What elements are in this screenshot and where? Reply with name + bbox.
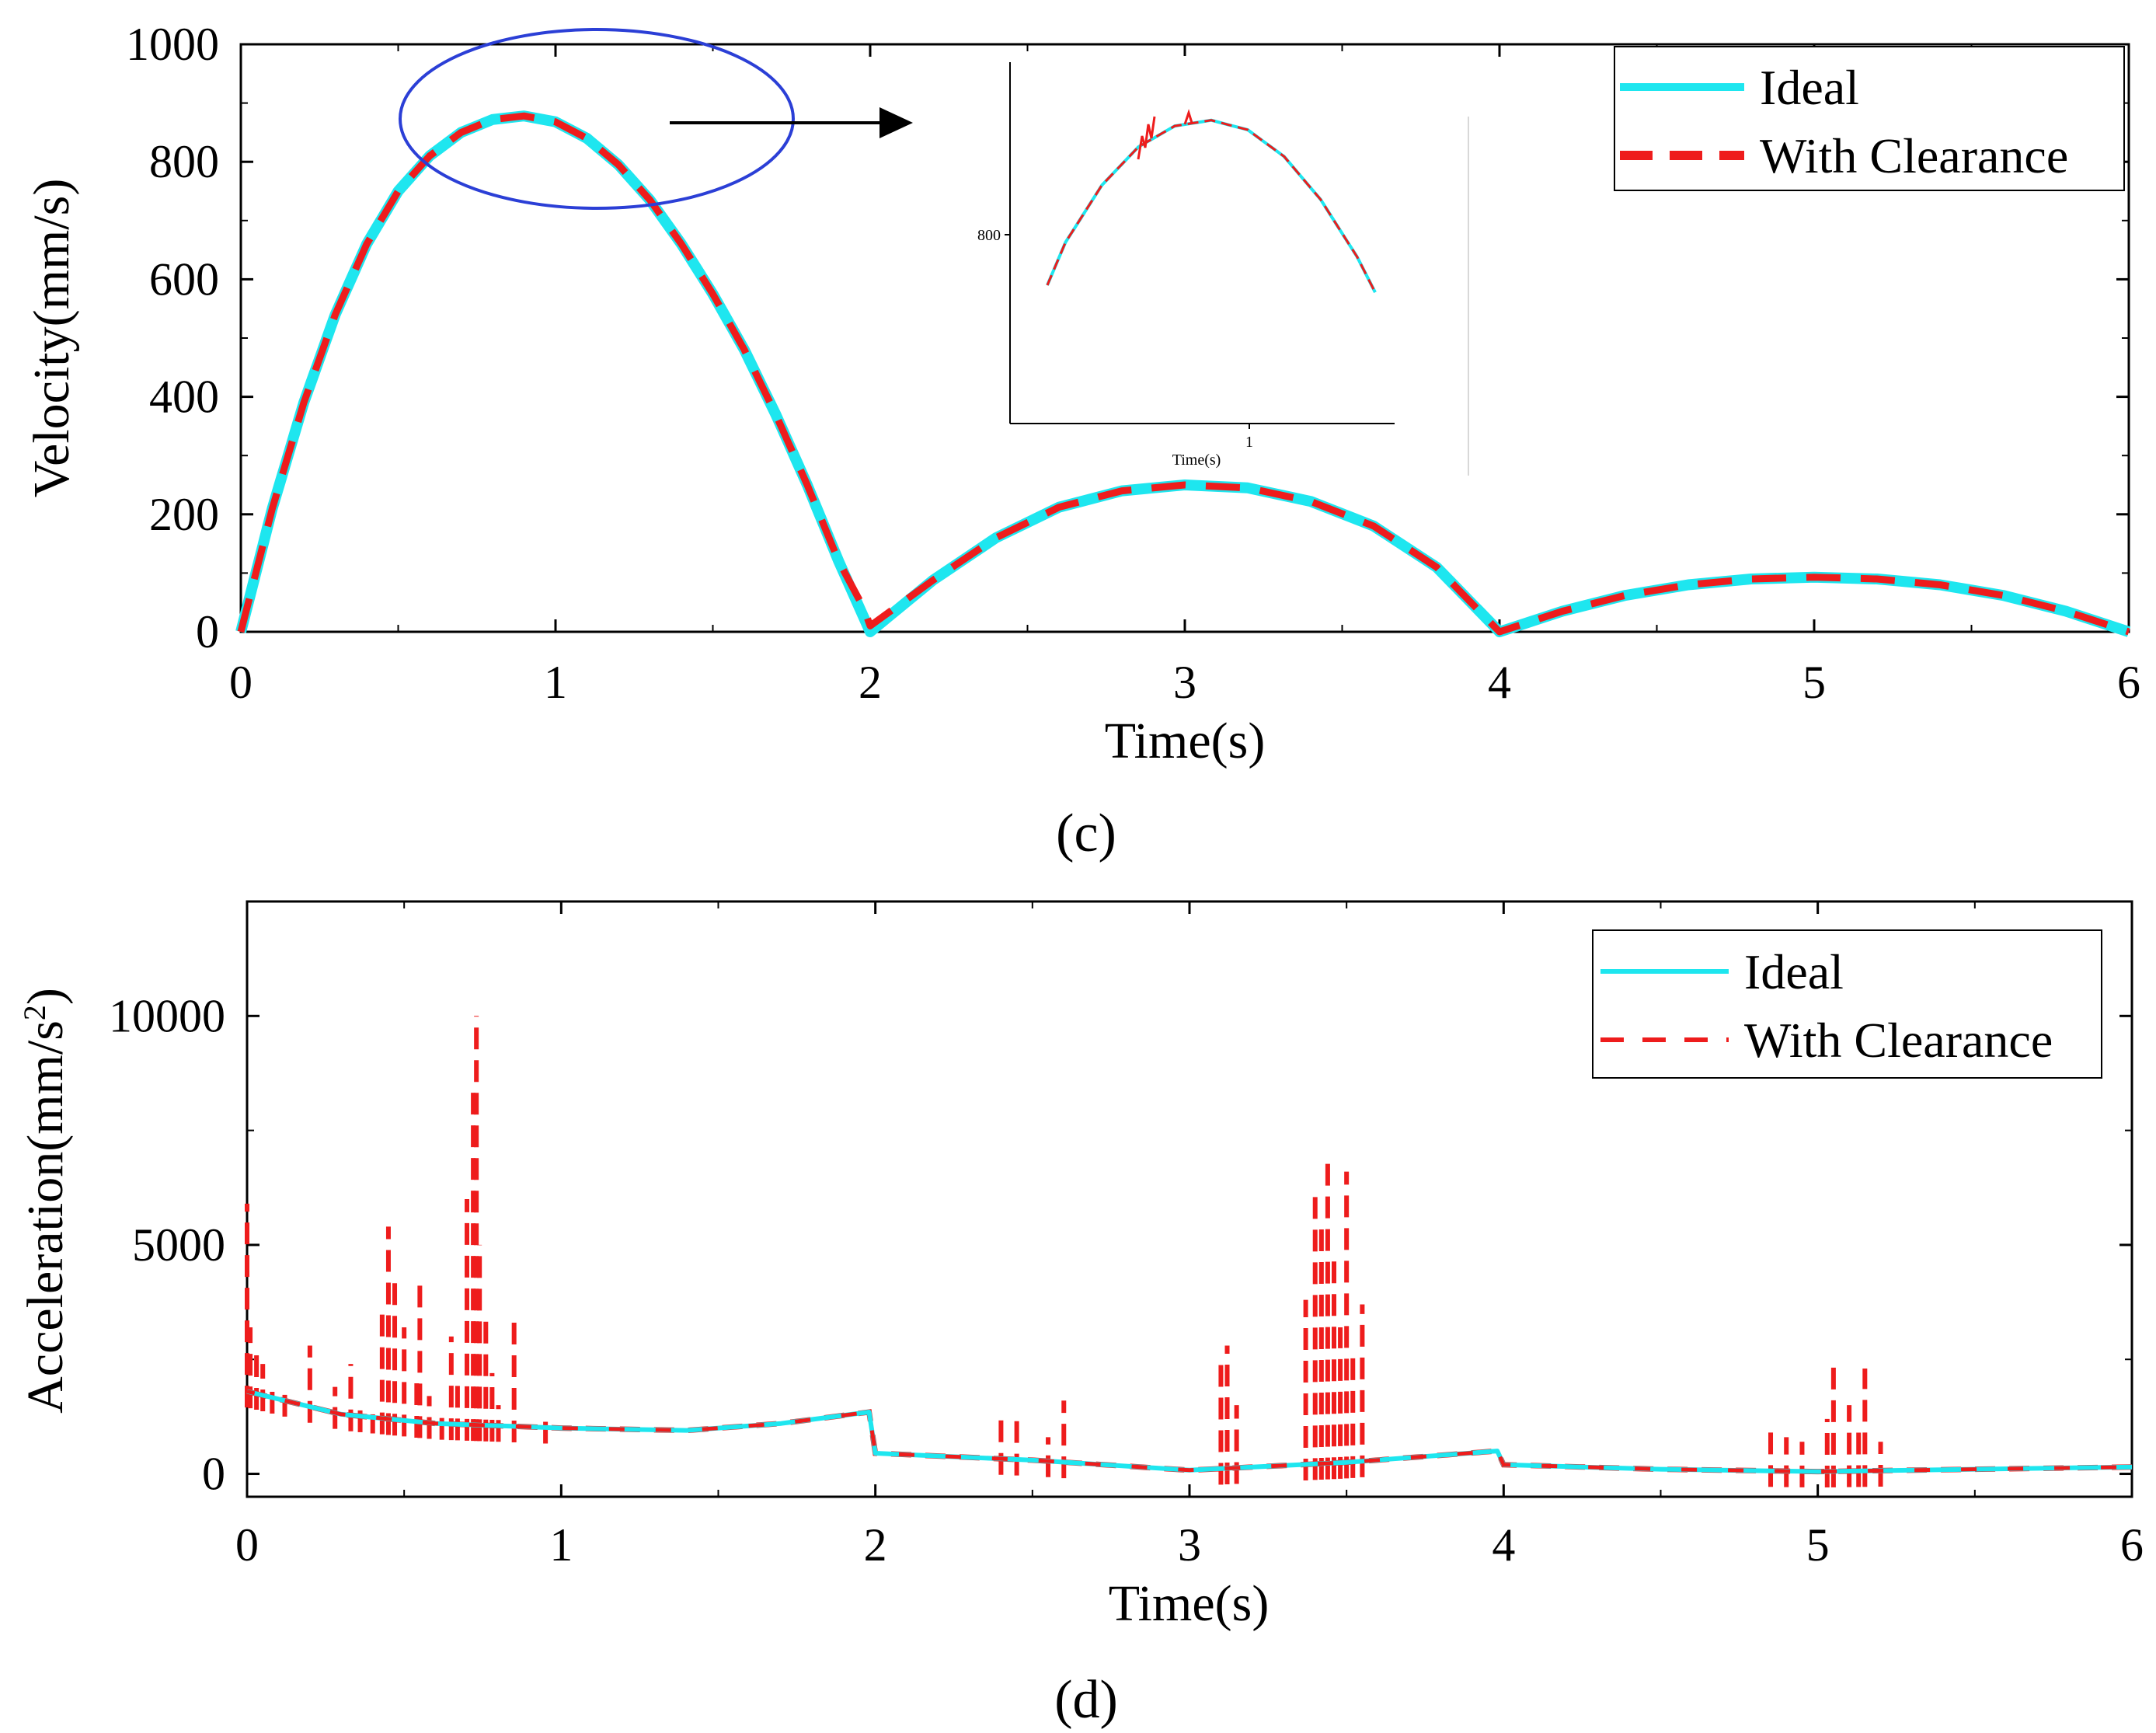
acceleration-chart: 0 1 2 3 4 5 6 0 5000 10000 Ideal With Clearance T… <box>17 900 2144 1730</box>
ytick-label: 800 <box>149 136 219 187</box>
xtick-label: 2 <box>864 1519 887 1571</box>
velocity-series-clearance <box>237 112 2130 636</box>
xtick-label: 1 <box>544 657 567 708</box>
xtick-label: 1 <box>549 1519 573 1571</box>
ytick-label: 10000 <box>109 990 225 1041</box>
acceleration-ylabel: Acceleration(mm/s2) <box>17 988 75 1414</box>
xtick-label: 4 <box>1488 657 1511 708</box>
acceleration-axis-ticks: 0 1 2 3 4 5 6 0 5000 10000 <box>109 901 2144 1571</box>
xtick-label: 0 <box>229 657 253 708</box>
acceleration-ylabel-main: Acceleration(mm/s <box>17 1020 74 1414</box>
velocity-legend-ideal-label: Ideal <box>1760 60 1859 115</box>
acceleration-legend-clearance-label: With Clearance <box>1744 1013 2053 1068</box>
ytick-label: 200 <box>149 489 219 540</box>
acceleration-series-clearance-overlay <box>246 1390 2133 1474</box>
acceleration-curves <box>245 1016 2133 1488</box>
inset-clearance-wiggle <box>1137 109 1193 160</box>
ytick-label: 0 <box>196 606 219 657</box>
ytick-label: 0 <box>202 1449 225 1500</box>
xtick-label: 3 <box>1178 1519 1201 1571</box>
velocity-curves <box>235 110 2131 637</box>
acceleration-xlabel: Time(s) <box>1109 1575 1270 1632</box>
xtick-label: 5 <box>1802 657 1826 708</box>
velocity-xlabel: Time(s) <box>1105 713 1266 769</box>
acceleration-ylabel-sup: 2 <box>17 1005 52 1020</box>
xtick-label: 5 <box>1806 1519 1830 1571</box>
acceleration-legend-ideal-label: Ideal <box>1744 944 1844 999</box>
inset-xtick-label: 1 <box>1245 434 1253 451</box>
ytick-label: 1000 <box>126 19 219 70</box>
xtick-label: 2 <box>859 657 882 708</box>
xtick-label: 4 <box>1492 1519 1515 1571</box>
acceleration-ylabel-suffix: ) <box>17 988 74 1005</box>
inset-xlabel: Time(s) <box>1172 452 1221 469</box>
velocity-axis-ticks: 0 1 2 3 4 5 6 0 200 400 600 800 1000 <box>126 19 2140 708</box>
velocity-legend: Ideal With Clearance <box>1614 46 2125 191</box>
panel-c-label: (c) <box>1056 804 1116 863</box>
ytick-label: 600 <box>149 253 219 305</box>
xtick-label: 0 <box>235 1519 259 1571</box>
velocity-chart: 0 1 2 3 4 5 6 0 200 400 600 800 1000 800 1 Time(s) I… <box>23 19 2140 863</box>
acceleration-legend-box <box>1592 929 2102 1079</box>
xtick-label: 6 <box>2117 657 2140 708</box>
inset-clearance-curve <box>1046 119 1377 293</box>
inset-background <box>956 56 1468 476</box>
acceleration-legend: Ideal With Clearance <box>1592 929 2102 1079</box>
inset-ytick-label: 800 <box>977 227 1001 244</box>
panel-d-label: (d) <box>1054 1670 1118 1730</box>
highlight-ellipse <box>399 28 795 210</box>
ytick-label: 5000 <box>132 1219 225 1271</box>
xtick-label: 3 <box>1173 657 1196 708</box>
acceleration-series-ideal <box>246 1389 2133 1474</box>
zoom-inset: 800 1 Time(s) <box>956 56 1469 476</box>
velocity-legend-clearance-label: With Clearance <box>1760 128 2068 183</box>
zoom-arrow-head <box>879 107 913 138</box>
xtick-label: 6 <box>2120 1519 2144 1571</box>
velocity-ylabel: Velocity(mm/s) <box>23 179 80 498</box>
velocity-legend-box <box>1614 46 2125 191</box>
acceleration-series-clearance-baseline <box>246 1389 2133 1475</box>
ytick-label: 400 <box>149 371 219 423</box>
